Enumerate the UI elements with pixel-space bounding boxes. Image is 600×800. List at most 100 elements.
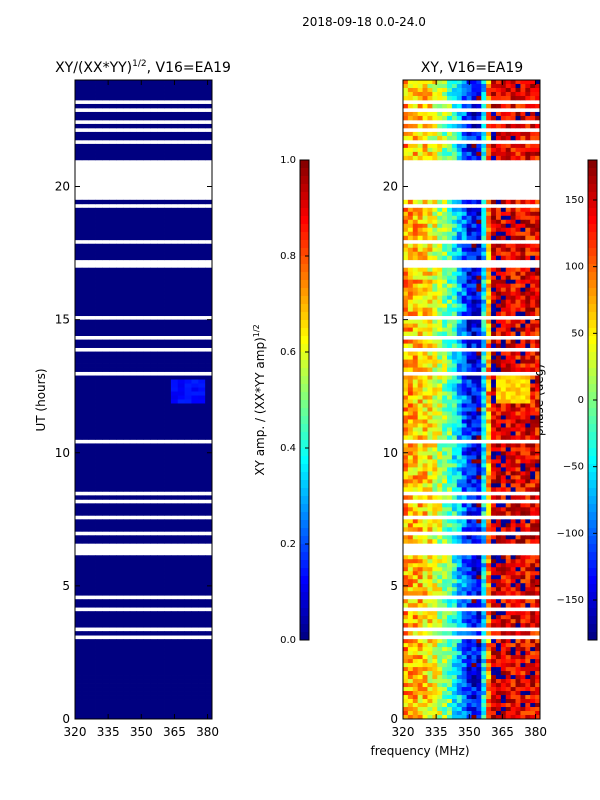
heatmap-cell (81, 395, 90, 400)
heatmap-cell (471, 443, 477, 448)
heatmap-cell (422, 351, 428, 356)
heatmap-cell (461, 323, 467, 329)
heatmap-cell (461, 419, 467, 424)
heatmap-cell (427, 379, 433, 384)
heatmap-cell (116, 619, 124, 624)
heatmap-cell (486, 443, 492, 448)
heatmap-cell (198, 387, 206, 392)
heatmap-cell (116, 487, 124, 492)
heatmap-cell (122, 287, 131, 293)
heatmap-cell (403, 395, 409, 400)
heatmap-cell (170, 603, 179, 608)
heatmap-cell (129, 359, 138, 364)
heatmap-cell (535, 475, 541, 480)
heatmap-cell (75, 579, 83, 584)
heatmap-cell (481, 487, 487, 492)
heatmap-cell (530, 155, 536, 161)
heatmap-cell (510, 511, 516, 516)
heatmap-cell (88, 707, 96, 712)
heatmap-cell (95, 479, 103, 484)
heatmap-cell (122, 375, 131, 380)
heatmap-cell (427, 355, 433, 360)
heatmap-cell (535, 399, 541, 404)
heatmap-cell (184, 495, 192, 500)
heatmap-cell (136, 571, 144, 576)
heatmap-cell (150, 711, 158, 716)
heatmap-cell (177, 667, 185, 672)
heatmap-cell (432, 147, 438, 153)
heatmap-cell (191, 331, 199, 336)
heatmap-cell (481, 427, 487, 432)
heatmap-cell (422, 495, 428, 500)
heatmap-cell (177, 475, 185, 480)
heatmap-cell (456, 435, 463, 440)
heatmap-cell (510, 199, 516, 205)
heatmap-cell (122, 255, 131, 261)
heatmap-cell (505, 331, 512, 336)
heatmap-cell (403, 475, 409, 480)
heatmap-cell (427, 287, 433, 293)
heatmap-cell (88, 579, 96, 584)
heatmap-cell (417, 379, 423, 384)
heatmap-cell (184, 559, 192, 564)
heatmap-cell (520, 411, 526, 416)
heatmap-cell (177, 363, 185, 368)
heatmap-cell (447, 247, 453, 253)
heatmap-cell (164, 523, 172, 528)
heatmap-cell (486, 535, 492, 540)
heatmap-cell (476, 255, 482, 261)
heatmap-cell (447, 291, 453, 297)
heatmap-cell (447, 379, 453, 384)
heatmap-cell (481, 407, 487, 412)
heatmap-cell (412, 523, 419, 528)
heatmap-cell (447, 143, 453, 149)
heatmap-cell (81, 83, 90, 89)
heatmap-cell (136, 715, 144, 720)
heatmap-cell (136, 423, 144, 428)
heatmap-cell (170, 663, 179, 668)
heatmap-cell (427, 455, 433, 460)
heatmap-cell (88, 555, 96, 560)
heatmap-cell (500, 111, 507, 117)
heatmap-cell (109, 523, 117, 528)
heatmap-cell (407, 131, 414, 137)
heatmap-cell (520, 247, 526, 253)
heatmap-cell (116, 591, 124, 596)
heatmap-cell (122, 583, 131, 588)
heatmap-cell (129, 151, 138, 157)
heatmap-cell (164, 291, 172, 297)
heatmap-cell (530, 367, 536, 372)
heatmap-cell (143, 383, 151, 388)
heatmap-cell (486, 483, 492, 488)
heatmap-cell (495, 455, 502, 460)
heatmap-cell (191, 571, 199, 576)
heatmap-cell (491, 451, 497, 456)
heatmap-cell (129, 639, 138, 644)
heatmap-cell (164, 115, 172, 121)
heatmap-cell (456, 403, 463, 408)
heatmap-cell (116, 331, 124, 336)
heatmap-cell (530, 339, 536, 344)
heatmap-cell (495, 115, 502, 121)
heatmap-cell (198, 283, 206, 289)
heatmap-cell (75, 231, 83, 237)
heatmap-cell (116, 447, 124, 452)
heatmap-cell (530, 411, 536, 416)
heatmap-cell (205, 603, 213, 608)
heatmap-cell (505, 87, 512, 93)
heatmap-cell (471, 227, 477, 233)
heatmap-cell (170, 619, 179, 624)
heatmap-cell (510, 243, 516, 249)
heatmap-cell (164, 671, 172, 676)
heatmap-cell (481, 211, 487, 217)
heatmap-cell (75, 483, 83, 488)
heatmap-cell (129, 655, 138, 660)
heatmap-cell (505, 523, 512, 528)
heatmap-cell (205, 563, 213, 568)
heatmap-cell (198, 643, 206, 648)
heatmap-cell (129, 459, 138, 464)
heatmap-cell (129, 451, 138, 456)
heatmap-cell (205, 623, 213, 628)
heatmap-cell (471, 447, 477, 452)
heatmap-cell (164, 587, 172, 592)
